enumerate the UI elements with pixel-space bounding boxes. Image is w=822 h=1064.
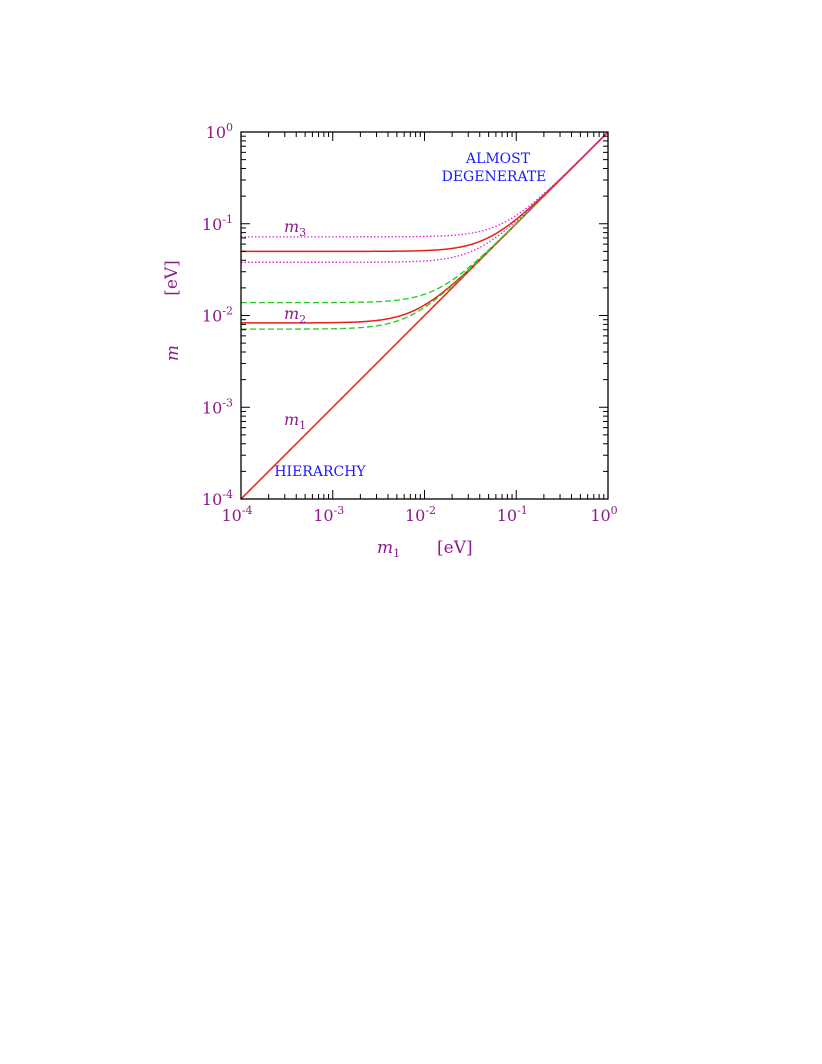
- y-tick-label-exp: 0: [226, 121, 233, 134]
- y-tick-label: 10-1: [202, 213, 233, 234]
- y-tick-label-exp: -1: [222, 213, 233, 226]
- x-tick-label-base: 10: [497, 506, 517, 525]
- x-axis-label: m1: [377, 538, 400, 560]
- plot-frame: [240, 131, 609, 500]
- x-tick-label: 100: [590, 504, 617, 525]
- x-tick-label: 10-4: [221, 504, 252, 525]
- x-axis-symbol: m: [377, 538, 393, 558]
- curve-label-m2-sub: 2: [299, 313, 306, 326]
- x-tick-label: 10-3: [313, 504, 344, 525]
- y-tick-label-exp: -3: [222, 396, 233, 409]
- curve-label-m1-sub: 1: [299, 419, 306, 432]
- y-axis-symbol: m: [163, 345, 183, 361]
- y-axis-unit: [eV]: [162, 260, 182, 296]
- x-tick-label-exp: -3: [334, 504, 345, 517]
- x-tick-label-base: 10: [221, 506, 241, 525]
- series-m3_lower: [241, 132, 608, 263]
- series-m3_upper: [241, 132, 608, 238]
- y-tick-label-exp: -2: [222, 305, 233, 318]
- y-tick-label: 10-2: [202, 305, 233, 326]
- x-tick-label-exp: -2: [425, 504, 436, 517]
- labels-layer: m [eV] m1 [eV] ALMOST DEGENERATE HIERARC…: [162, 151, 546, 560]
- curve-label-m3-sub: 3: [299, 226, 306, 239]
- curve-label-m3-symbol: m: [284, 217, 299, 236]
- y-tick-label-exp: -4: [222, 488, 233, 501]
- y-tick-label-base: 10: [202, 398, 222, 417]
- curve-label-m1-symbol: m: [284, 410, 299, 429]
- x-axis-unit: [eV]: [437, 538, 473, 558]
- y-tick-label-base: 10: [206, 123, 226, 142]
- x-tick-label-exp: -1: [517, 504, 528, 517]
- x-axis-subscript: 1: [393, 547, 400, 560]
- curve-label-m3: m3: [284, 217, 306, 239]
- x-tick-label-exp: 0: [611, 504, 618, 517]
- y-tick-label-base: 10: [202, 490, 222, 509]
- annotation-degenerate: DEGENERATE: [442, 169, 547, 185]
- x-tick-label: 10-2: [405, 504, 436, 525]
- curves-layer: [240, 131, 609, 500]
- y-tick-label-base: 10: [202, 307, 222, 326]
- y-tick-label: 10-3: [202, 396, 233, 417]
- x-tick-label-base: 10: [405, 506, 425, 525]
- y-tick-label: 100: [206, 121, 233, 142]
- y-tick-label: 10-4: [202, 488, 233, 509]
- annotation-hierarchy: HIERARCHY: [274, 464, 366, 480]
- curve-label-m2: m2: [284, 304, 306, 326]
- y-tick-label-base: 10: [202, 215, 222, 234]
- x-tick-label-base: 10: [590, 506, 610, 525]
- ticks-layer: [241, 132, 608, 499]
- x-tick-label-exp: -4: [242, 504, 253, 517]
- x-tick-label: 10-1: [497, 504, 528, 525]
- annotation-almost: ALMOST: [465, 151, 531, 167]
- curve-label-m2-symbol: m: [284, 304, 299, 323]
- x-tick-label-base: 10: [313, 506, 333, 525]
- curve-label-m1: m1: [284, 410, 306, 432]
